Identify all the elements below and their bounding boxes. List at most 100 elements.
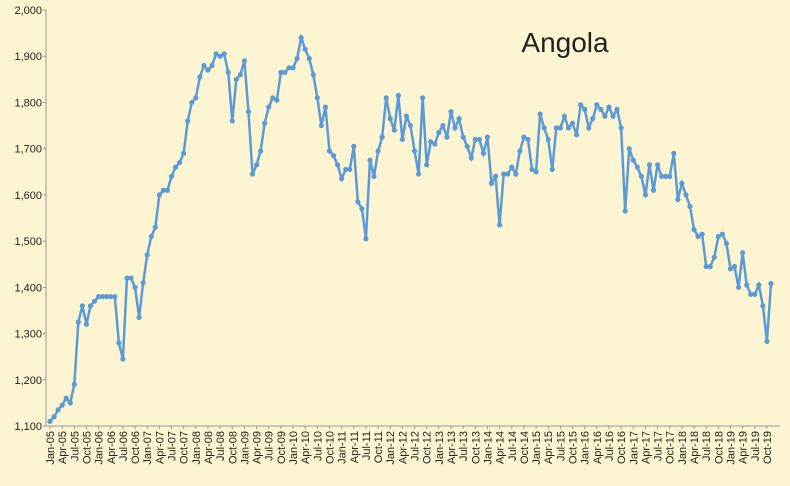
marker bbox=[128, 275, 134, 281]
marker bbox=[104, 293, 110, 300]
marker bbox=[164, 187, 171, 193]
y-tick-label: 1,200 bbox=[14, 375, 42, 387]
marker bbox=[667, 173, 673, 179]
marker bbox=[752, 291, 758, 297]
marker bbox=[557, 125, 563, 131]
marker bbox=[460, 134, 466, 140]
marker bbox=[197, 74, 203, 80]
marker bbox=[594, 102, 600, 108]
marker bbox=[75, 319, 81, 325]
marker bbox=[432, 141, 438, 147]
marker bbox=[707, 263, 713, 270]
marker bbox=[650, 187, 657, 193]
marker bbox=[201, 62, 207, 69]
marker bbox=[112, 293, 118, 300]
marker bbox=[497, 222, 503, 228]
x-tick-label: Jul-08 bbox=[215, 431, 227, 461]
marker bbox=[51, 414, 57, 420]
marker bbox=[448, 109, 454, 115]
marker bbox=[330, 153, 337, 159]
x-tick-label: Apr-13 bbox=[446, 431, 458, 464]
marker bbox=[711, 254, 717, 260]
marker bbox=[266, 104, 272, 110]
x-tick-label: Apr-19 bbox=[738, 431, 750, 464]
marker bbox=[610, 113, 616, 119]
marker bbox=[270, 95, 276, 101]
marker bbox=[379, 134, 385, 140]
marker bbox=[756, 282, 762, 288]
marker bbox=[383, 95, 389, 101]
marker bbox=[148, 233, 154, 240]
x-tick-label: Oct-17 bbox=[665, 431, 677, 464]
marker bbox=[569, 120, 576, 126]
marker bbox=[630, 157, 636, 163]
marker bbox=[339, 176, 345, 182]
x-tick-label: Oct-06 bbox=[130, 431, 142, 464]
marker bbox=[675, 196, 681, 203]
x-tick-label: Apr-11 bbox=[349, 431, 361, 463]
x-tick-label: Oct-18 bbox=[713, 431, 725, 464]
x-tick-label: Oct-08 bbox=[227, 431, 239, 464]
marker bbox=[731, 263, 738, 270]
y-tick-label: 1,800 bbox=[14, 97, 42, 109]
marker bbox=[715, 233, 721, 240]
marker bbox=[472, 136, 478, 143]
marker bbox=[735, 284, 742, 290]
x-tick-label: Jan-06 bbox=[94, 431, 106, 465]
marker bbox=[411, 148, 418, 154]
x-tick-label: Jan-13 bbox=[434, 431, 446, 465]
marker bbox=[476, 136, 482, 143]
marker bbox=[456, 116, 462, 122]
marker bbox=[172, 164, 179, 170]
marker bbox=[306, 55, 312, 62]
marker bbox=[764, 338, 770, 345]
x-tick-label: Apr-17 bbox=[640, 431, 652, 464]
x-tick-label: Jul-06 bbox=[118, 431, 130, 461]
marker bbox=[525, 136, 531, 143]
marker bbox=[740, 250, 746, 256]
marker bbox=[488, 180, 495, 186]
marker bbox=[116, 340, 122, 346]
x-tick-label: Apr-12 bbox=[397, 431, 409, 464]
marker bbox=[363, 236, 369, 242]
marker bbox=[55, 407, 61, 413]
x-tick-label: Jul-15 bbox=[555, 431, 567, 461]
x-tick-label: Apr-16 bbox=[592, 431, 604, 464]
x-tick-label: Apr-06 bbox=[106, 431, 118, 464]
marker bbox=[387, 116, 393, 122]
marker bbox=[334, 162, 341, 168]
marker bbox=[691, 226, 697, 233]
x-tick-label: Jan-12 bbox=[385, 431, 397, 465]
marker bbox=[744, 282, 750, 288]
marker bbox=[622, 208, 628, 214]
marker bbox=[541, 125, 547, 131]
marker bbox=[371, 173, 377, 179]
marker bbox=[659, 173, 665, 179]
x-tick-label: Jan-18 bbox=[677, 431, 689, 465]
marker bbox=[144, 252, 150, 258]
marker bbox=[282, 69, 288, 75]
x-tick-label: Apr-15 bbox=[543, 431, 555, 464]
x-tick-label: Jan-09 bbox=[239, 431, 251, 465]
marker bbox=[582, 106, 588, 112]
marker bbox=[395, 92, 401, 99]
x-tick-label: Jul-09 bbox=[264, 431, 276, 461]
marker bbox=[468, 155, 474, 161]
x-tick-label: Jan-14 bbox=[482, 431, 494, 465]
x-tick-label: Jan-15 bbox=[531, 431, 543, 465]
marker bbox=[160, 187, 167, 193]
marker bbox=[375, 148, 381, 154]
marker bbox=[703, 263, 709, 270]
marker bbox=[492, 173, 499, 179]
marker bbox=[258, 148, 264, 154]
x-tick-label: Apr-08 bbox=[203, 431, 215, 464]
marker bbox=[618, 125, 624, 131]
marker bbox=[505, 171, 511, 177]
marker bbox=[561, 113, 568, 119]
x-tick-label: Jan-05 bbox=[45, 431, 57, 465]
marker bbox=[638, 173, 644, 179]
x-tick-label: Apr-05 bbox=[57, 431, 69, 464]
marker bbox=[634, 164, 640, 170]
x-tick-label: Apr-09 bbox=[252, 431, 264, 464]
